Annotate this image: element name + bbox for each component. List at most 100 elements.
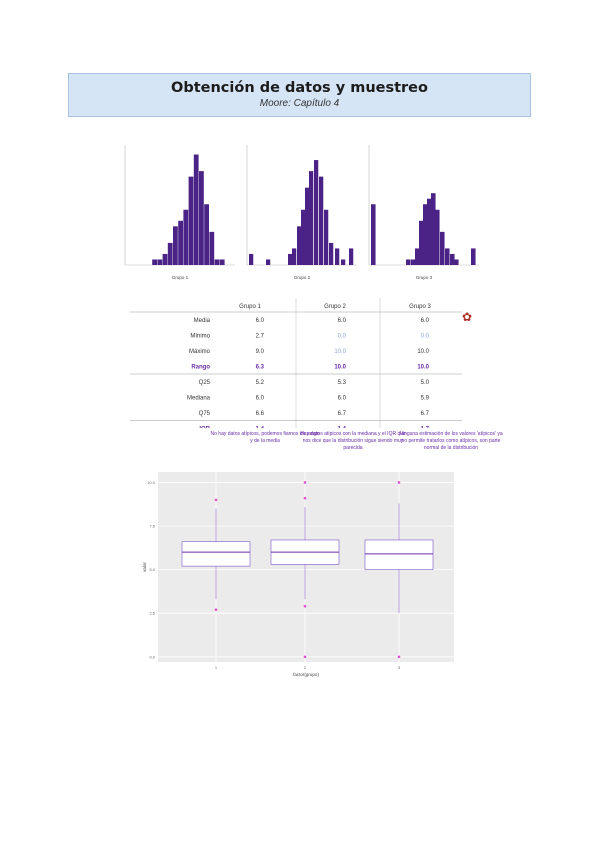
histogram-2: Grupo 2 — [246, 145, 357, 280]
hist-bar — [209, 231, 215, 265]
table-cell: 1.4 — [338, 427, 347, 429]
hist-bar — [419, 220, 424, 265]
hist-bar — [288, 253, 293, 265]
hist-bar — [199, 171, 204, 265]
histograms: Grupo 1 Grupo 2 Grupo 3 — [124, 145, 479, 280]
hist-bar — [301, 209, 306, 265]
box-iqr — [364, 539, 434, 570]
hist-x-label: Grupo 3 — [416, 275, 433, 280]
hist-bar — [162, 253, 168, 265]
annotation-notes: No hay datos atípicos, podemos fiarnos d… — [130, 431, 503, 467]
hist-bar — [167, 242, 173, 265]
hist-x-label: Grupo 2 — [294, 275, 311, 280]
hist-bar — [178, 220, 183, 265]
hist-bar — [266, 259, 271, 265]
table-cell: 0.0 — [421, 334, 430, 340]
hist-bar — [214, 259, 220, 265]
hist-bar — [297, 226, 302, 265]
table-column-header: Grupo 1 — [239, 304, 261, 310]
table-cell: 5.3 — [338, 380, 347, 386]
box-outlier — [214, 498, 218, 502]
hist-bar — [440, 231, 445, 265]
table-row-label: Mínimo — [190, 334, 210, 340]
boxplot-y-tick: 7.5 — [149, 524, 155, 529]
table-row-label: Media — [194, 318, 211, 324]
box-outlier — [397, 655, 401, 659]
hist-bar — [319, 176, 324, 265]
box-outlier — [303, 481, 307, 484]
hist-bar — [324, 209, 329, 265]
boxplot-x-label: factor(grupo) — [293, 672, 319, 677]
hist-bar — [204, 204, 209, 265]
hist-bar — [406, 259, 411, 265]
table-cell: 6.7 — [421, 411, 430, 417]
table-cell: 6.0 — [256, 318, 265, 324]
hist-bar — [183, 209, 189, 265]
ant-mascot-icon: ✿ — [462, 310, 473, 324]
title-banner: Obtención de datos y muestreo Moore: Cap… — [68, 73, 531, 117]
boxplot-y-label: valor — [142, 562, 147, 572]
box-outlier — [214, 608, 218, 612]
box-1 — [181, 498, 251, 612]
table-cell: 10.0 — [334, 365, 346, 371]
hist-bar — [454, 259, 459, 265]
hist-bar — [157, 259, 163, 265]
table-row-label: Q25 — [199, 380, 211, 386]
hist-bar — [188, 176, 194, 265]
hist-bar — [341, 259, 346, 265]
table-row-label: Rango — [191, 365, 210, 371]
table-cell: 10.0 — [417, 349, 429, 355]
table-cell: 0.0 — [338, 334, 347, 340]
boxplot-chart: 0.0 2.5 5.0 7.5 10.0 1 2 3 factor(grupo) valor — [142, 472, 454, 677]
hist-bar — [309, 171, 314, 265]
hist-x-label: Grupo 1 — [172, 275, 189, 280]
hist-bar — [427, 198, 432, 265]
hist-bar — [371, 204, 376, 265]
hist-bar — [431, 193, 436, 265]
hist-bar — [335, 248, 340, 265]
table-column-header: Grupo 2 — [324, 304, 346, 310]
summary-table: Grupo 1 Grupo 2 Grupo 3 Media 6.0 6.0 6.0 Mínim… — [130, 298, 462, 428]
table-cell: 5.9 — [421, 396, 430, 402]
box-outlier — [303, 604, 307, 608]
table-row-label: IQR — [199, 427, 210, 429]
page-subtitle: Moore: Capítulo 4 — [259, 98, 340, 109]
hist-bar — [305, 187, 310, 265]
hist-bar — [415, 248, 420, 265]
boxplot-x-tick: 3 — [398, 665, 401, 670]
table-cell: 5.0 — [421, 380, 430, 386]
hist-bar — [445, 248, 450, 265]
hist-bar — [193, 154, 199, 265]
hist-bar — [411, 259, 416, 265]
note-grupo-3: Ninguna estimación de los valores 'atípi… — [399, 431, 503, 451]
boxplot-y-tick: 0.0 — [149, 654, 155, 659]
box-3 — [364, 481, 434, 659]
hist-bar — [349, 248, 354, 265]
table-column-header: Grupo 3 — [409, 304, 431, 310]
note-grupo-1: No hay datos atípicos, podemos fiarnos d… — [210, 431, 320, 444]
boxplot-y-tick: 5.0 — [149, 567, 155, 572]
table-cell: 6.3 — [256, 365, 265, 371]
table-cell: 6.0 — [256, 396, 265, 402]
table-cell: 6.6 — [256, 411, 265, 417]
box-iqr — [181, 541, 251, 567]
hist-bar — [173, 226, 178, 265]
boxplot-x-tick: 1 — [215, 665, 218, 670]
table-cell: 6.0 — [421, 318, 430, 324]
boxplot-y-tick: 2.5 — [149, 611, 155, 616]
box-outlier — [303, 496, 307, 500]
hist-bar — [292, 248, 297, 265]
hist-bar — [249, 253, 254, 265]
table-cell: 5.2 — [256, 380, 265, 386]
hist-bar — [423, 204, 428, 265]
hist-bar — [314, 160, 319, 265]
box-outlier — [397, 481, 401, 484]
note-grupo-2: Hay datos atípicos con la mediana y el I… — [300, 431, 406, 451]
table-cell: 1.7 — [421, 427, 430, 429]
histogram-1: Grupo 1 — [124, 145, 235, 280]
table-cell: 6.0 — [338, 318, 347, 324]
histogram-3: Grupo 3 — [368, 145, 479, 280]
hist-bar — [471, 248, 476, 265]
box-outlier — [303, 655, 307, 659]
hist-bar — [152, 259, 157, 265]
